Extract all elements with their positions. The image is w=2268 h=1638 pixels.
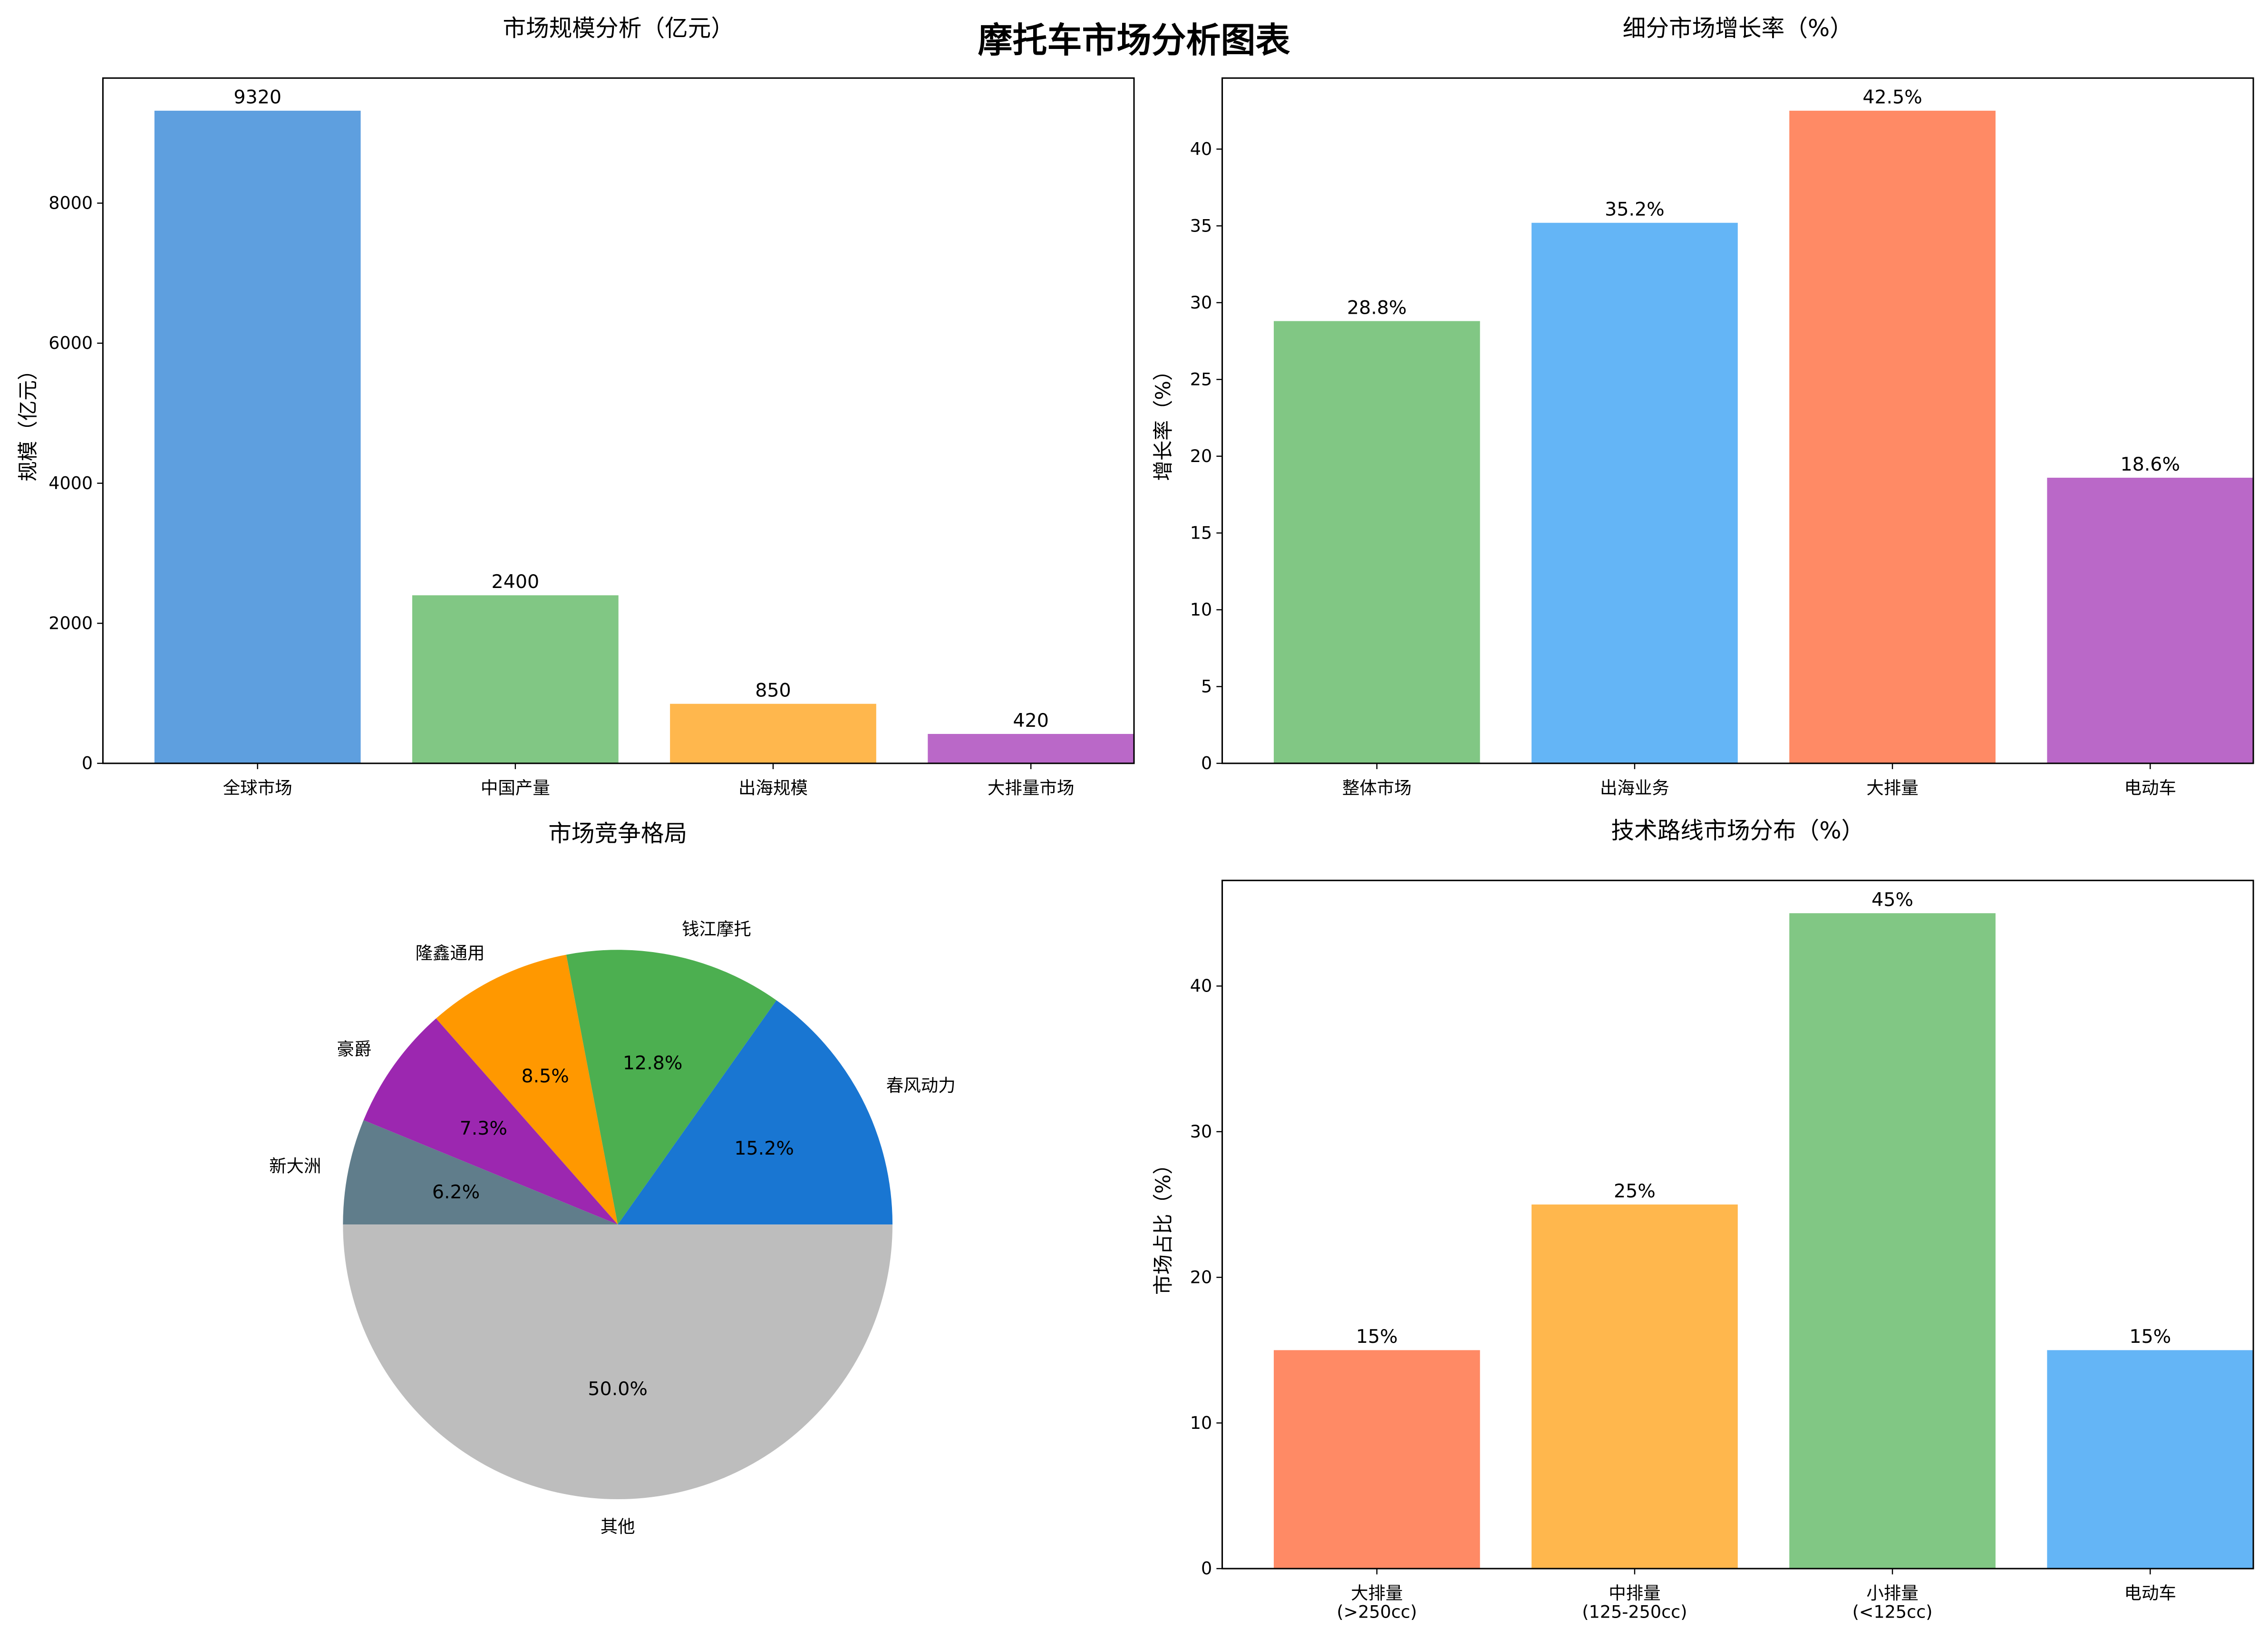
y-tick-label: 40 [1190, 139, 1212, 159]
y-tick-label: 35 [1190, 215, 1212, 236]
x-tick-label: 大排量市场 [988, 778, 1074, 798]
axes-frame [1221, 879, 2254, 1570]
pie-category-label: 钱江摩托 [682, 919, 751, 939]
x-tick-label: 全球市场 [223, 778, 292, 798]
y-tick-label: 2000 [48, 613, 93, 633]
bar [1273, 321, 1480, 763]
y-tick-label: 0 [1201, 1558, 1212, 1579]
bar [412, 595, 619, 763]
chart-title: 市场规模分析（亿元） [503, 15, 734, 42]
pie-percent-label: 6.2% [432, 1181, 480, 1203]
bar [2047, 1350, 2254, 1569]
y-tick-label: 8000 [48, 193, 93, 213]
x-tick-label: 电动车 [2124, 1583, 2176, 1603]
bar-value-label: 15% [1356, 1326, 1398, 1348]
chart-title: 市场竞争格局 [548, 820, 687, 847]
bar [1273, 1350, 1480, 1569]
x-tick-label: 小排量(<125cc) [1852, 1583, 1933, 1622]
tech-route-chart: 技术路线市场分布（%） 15% 大排量(>250cc) 25% 中排量(125-250c… [1152, 818, 2254, 1622]
chart-title: 细分市场增长率（%） [1623, 15, 1853, 42]
y-axis-label: 市场占比（%） [1152, 1154, 1175, 1295]
y-tick-label: 20 [1190, 446, 1212, 466]
y-tick-label: 30 [1190, 292, 1212, 313]
market-size-chart: 市场规模分析（亿元） 9320 全球市场 2400 中国产量 850 出海规模 420 大排量市… [16, 15, 1135, 798]
bar [154, 110, 361, 763]
y-tick-label: 6000 [48, 333, 93, 353]
bar-value-label: 850 [755, 679, 791, 701]
bar [670, 703, 876, 763]
bar-value-label: 15% [2129, 1326, 2171, 1348]
bar [1789, 913, 1996, 1569]
bar-value-label: 2400 [492, 571, 540, 593]
pie-slice [343, 1224, 893, 1500]
pie-category-label: 春风动力 [886, 1075, 956, 1096]
y-tick-label: 10 [1190, 599, 1212, 620]
bar [1531, 1204, 1738, 1569]
x-tick-label: 出海业务 [1600, 778, 1669, 798]
bar-value-label: 28.8% [1347, 297, 1407, 318]
y-tick-label: 5 [1201, 676, 1212, 697]
bar-value-label: 18.6% [2120, 453, 2180, 475]
pie-slice [618, 1000, 893, 1225]
pie-percent-label: 12.8% [623, 1052, 683, 1074]
bar-value-label: 45% [1871, 889, 1913, 911]
y-tick-label: 0 [1201, 753, 1212, 773]
bar [1789, 110, 1996, 763]
bar [1531, 222, 1738, 763]
y-tick-label: 0 [82, 753, 93, 773]
pie-category-label: 其他 [601, 1516, 635, 1537]
pie-slice [343, 1120, 618, 1225]
x-tick-label: 中排量(125-250cc) [1582, 1583, 1687, 1622]
y-tick-label: 10 [1190, 1413, 1212, 1433]
growth-rate-chart: 细分市场增长率（%） 28.8% 整体市场 35.2% 出海业务 42.5% 大排量 18.6… [1152, 15, 2254, 798]
x-tick-label: 大排量 [1866, 778, 1918, 798]
pie-percent-label: 7.3% [460, 1118, 507, 1139]
pie-percent-label: 8.5% [521, 1065, 569, 1087]
bar-value-label: 42.5% [1862, 87, 1922, 108]
bar-value-label: 35.2% [1605, 199, 1665, 221]
bar [2047, 478, 2254, 763]
x-tick-label: 出海规模 [738, 778, 808, 798]
chart-title: 技术路线市场分布（%） [1611, 818, 1864, 844]
pie-slice [436, 954, 618, 1225]
pie-percent-label: 50.0% [588, 1378, 648, 1400]
x-tick-label: 中国产量 [481, 778, 550, 798]
y-axis-label: 增长率（%） [1152, 360, 1175, 481]
pie-percent-label: 15.2% [734, 1137, 794, 1159]
pie-category-label: 新大洲 [269, 1156, 321, 1176]
pie-slice [363, 1018, 618, 1225]
pie-category-label: 豪爵 [337, 1039, 371, 1060]
pie-slice [566, 950, 776, 1225]
pie-category-label: 隆鑫通用 [416, 943, 485, 963]
y-tick-label: 20 [1190, 1267, 1212, 1287]
y-tick-label: 25 [1190, 369, 1212, 389]
bar [928, 734, 1134, 763]
bar-value-label: 25% [1614, 1180, 1656, 1202]
bar-value-label: 9320 [233, 87, 281, 108]
x-tick-label: 大排量(>250cc) [1337, 1583, 1417, 1622]
axes-frame [1221, 77, 2254, 764]
figure-title: 摩托车市场分析图表 [978, 20, 1290, 60]
x-tick-label: 整体市场 [1342, 778, 1412, 798]
x-tick-label: 电动车 [2124, 778, 2176, 798]
axes-frame [102, 77, 1135, 764]
y-tick-label: 15 [1190, 522, 1212, 543]
competition-pie-chart: 市场竞争格局 15.2% 春风动力 12.8% 钱江摩托 8.5% 隆鑫通用 7.3% 豪爵 6.… [269, 820, 956, 1537]
y-tick-label: 40 [1190, 976, 1212, 996]
y-tick-label: 30 [1190, 1121, 1212, 1142]
bar-value-label: 420 [1013, 710, 1048, 732]
y-axis-label: 规模（亿元） [16, 360, 40, 481]
y-tick-label: 4000 [48, 473, 93, 493]
